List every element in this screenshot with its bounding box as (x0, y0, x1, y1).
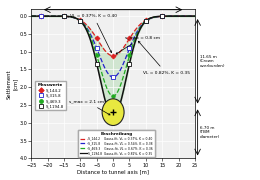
Y-axis label: Settlement
[cm]: Settlement [cm] (7, 69, 18, 98)
Text: VL = 0.37%, K = 0.40: VL = 0.37%, K = 0.40 (70, 14, 117, 53)
X-axis label: Distance to tunnel axis [m]: Distance to tunnel axis [m] (77, 169, 149, 174)
Text: 6.70 m
(TBM
diameter): 6.70 m (TBM diameter) (200, 126, 220, 139)
Text: VL = 0.82%, K = 0.35: VL = 0.82%, K = 0.35 (138, 41, 190, 75)
Legend: S_144.2    Gauss-fit, VL = 0.37%, K = 0.40, S_315.8    Gauss-fit, VL = 0.54%, K : S_144.2 Gauss-fit, VL = 0.37%, K = 0.40,… (78, 130, 155, 157)
Text: s_max = 2.1 cm: s_max = 2.1 cm (69, 100, 110, 115)
Ellipse shape (102, 99, 124, 125)
Text: s_max = 0.8 cm: s_max = 0.8 cm (116, 35, 160, 54)
Text: 11.65 m
(Crown
overburden): 11.65 m (Crown overburden) (200, 55, 225, 68)
